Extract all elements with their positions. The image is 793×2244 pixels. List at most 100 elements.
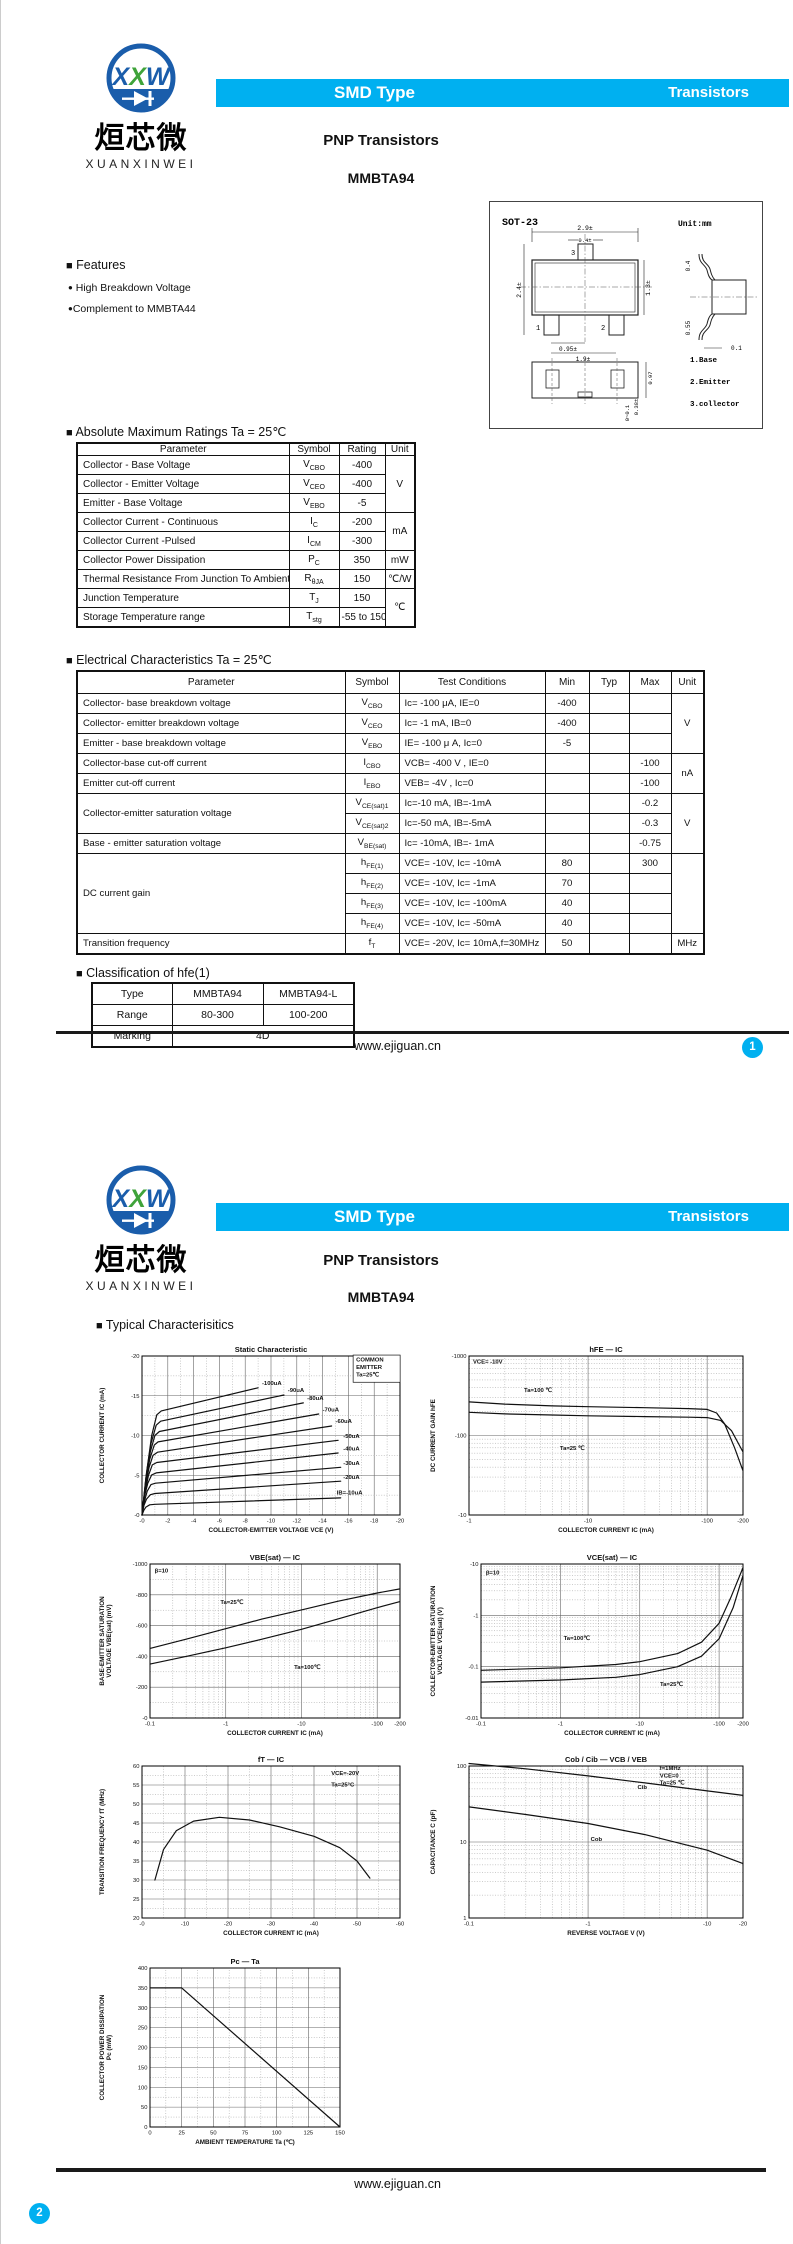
dim-pad-width: 0.38± <box>633 399 640 416</box>
tick-label: -0 <box>142 1716 147 1722</box>
table-cell: -100 <box>628 753 672 774</box>
table-cell: VBE(sat) <box>344 833 400 854</box>
table-cell: ℃ <box>384 588 416 628</box>
logo-icon: XXW <box>106 43 176 113</box>
table-header: Test Conditions <box>398 670 546 694</box>
table-cell: Ic= -10mA, IB=- 1mA <box>398 833 546 854</box>
table-cell: VCE= -20V, Ic= 10mA,f=30MHz <box>398 933 546 955</box>
logo-cn-text: 烜芯微 <box>94 1243 188 1278</box>
dim-lead-top: 0.4 <box>685 260 692 271</box>
footer-rule <box>56 2168 766 2172</box>
series-IB-10uA <box>141 1497 342 1516</box>
chart-vcesat-vs-ic: -0.1 -1 -10 -100 -200 -0.01 -0.1 -1 -10 COLLECTOR… <box>427 1548 759 1748</box>
x-axis-label: COLLECTOR CURRENT IC (mA) <box>223 1930 319 1937</box>
annotation: VCE=0 <box>660 1773 680 1779</box>
page-number-badge: 1 <box>742 1037 763 1058</box>
tick-label: 0 <box>148 2131 151 2137</box>
y-axis-label: COLLECTOR CURRENT IC (mA) <box>99 1388 106 1484</box>
package-name: SOT-23 <box>502 218 538 229</box>
annotation: Ta=25℃ <box>356 1371 379 1378</box>
y-axis-label: BASE-EMITTER SATURATION <box>99 1596 106 1686</box>
tick-label: 10 <box>460 1840 466 1846</box>
tick-label: -0 <box>139 1519 144 1525</box>
table-row: Collector Power Dissipation PC 350 mW <box>76 550 416 570</box>
chart-title: Pc — Ta <box>230 1957 260 1966</box>
annotation: -40uA <box>343 1447 360 1453</box>
table-row: hFE(3) VCE= -10V, Ic= -100mA 40 <box>77 893 704 914</box>
table-cell: Collector-base cut-off current <box>76 753 346 774</box>
series-Ta25C <box>480 1574 744 1683</box>
tick-label: 75 <box>242 2131 248 2137</box>
tick-label: 300 <box>138 2006 148 2012</box>
chart-pc-vs-ta: 0 25 50 75 100 125 150 0 50 100 150 200 250 300 350 400… <box>96 1952 354 2157</box>
x-axis-label: COLLECTOR CURRENT IC (mA) <box>558 1527 654 1534</box>
table-cell: Ic= -100 μA, IE=0 <box>398 693 546 714</box>
tick-label: 50 <box>133 1802 139 1808</box>
pin-3-number: 3 <box>571 250 575 258</box>
series-Ta100C <box>468 1401 744 1472</box>
dim-bottom-height: 0.97 <box>647 371 654 384</box>
annotation: β=10 <box>155 1568 169 1574</box>
table-cell: 150 <box>338 569 386 589</box>
tick-label: -10 <box>267 1519 275 1525</box>
tick-label: -60 <box>396 1922 404 1928</box>
series-IB-100uA <box>141 1387 259 1516</box>
y-axis-label: CAPACITANCE C (pF) <box>430 1810 437 1875</box>
table-cell <box>588 893 630 914</box>
footer-url: www.ejiguan.cn <box>354 2177 441 2191</box>
header-transistors: Transistors <box>668 1208 749 1225</box>
dim-overall-height: 2.4± <box>516 282 523 298</box>
y-axis-label: Pc (mW) <box>106 2035 113 2060</box>
annotation: Cob <box>591 1837 603 1843</box>
table-cell <box>544 793 590 814</box>
pin-name-collector: 3.collector <box>690 401 740 409</box>
table-row: Collector- base breakdown voltage VCBO Ic=… <box>76 693 705 754</box>
tick-label: -200 <box>737 1519 749 1525</box>
tick-label: -200 <box>737 1722 749 1728</box>
table-cell: IE= -100 μ A, Ic=0 <box>398 733 546 754</box>
annotation: -80uA <box>307 1396 324 1402</box>
tick-label: 50 <box>210 2131 216 2137</box>
dim-lead-width: 0.4± <box>578 237 591 244</box>
pin-name-emitter: 2.Emitter <box>690 379 731 387</box>
square-bullet-icon: ■ <box>66 655 73 667</box>
table-cell: -400 <box>338 474 386 494</box>
annotation: Cib <box>637 1785 647 1791</box>
table-cell: Emitter - base breakdown voltage <box>76 733 346 754</box>
annotation: -50uA <box>343 1434 360 1440</box>
table-cell: DC current gain <box>76 853 346 934</box>
table-cell <box>544 833 590 854</box>
logo-en-text: XUANXINWEI <box>85 1279 197 1293</box>
tick-label: -100 <box>455 1434 467 1440</box>
table-cell: 350 <box>338 550 386 570</box>
square-bullet-icon: ■ <box>96 1320 103 1332</box>
tick-label: -12 <box>293 1519 301 1525</box>
tick-label: -0.1 <box>464 1922 474 1928</box>
table-cell <box>588 713 630 734</box>
tick-label: 125 <box>303 2131 313 2137</box>
company-logo: XXW 烜芯微 XUANXINWEI <box>56 40 226 171</box>
table-row: Range 80-300 100-200 <box>91 1004 355 1026</box>
header-transistors: Transistors <box>668 84 749 101</box>
tick-label: -40 <box>310 1922 318 1928</box>
table-cell: Base - emitter saturation voltage <box>76 833 346 854</box>
classification-table: Type MMBTA94 MMBTA94-L Range 80-300 100-200 Ma… <box>91 982 355 1048</box>
table-cell <box>628 733 672 754</box>
table-row: Junction Temperature TJ 150 ℃ <box>76 588 416 628</box>
tick-label: -200 <box>136 1685 148 1691</box>
series-IB-20uA <box>141 1480 342 1516</box>
tick-label: -1 <box>558 1722 563 1728</box>
x-axis-label: COLLECTOR-EMITTER VOLTAGE VCE (V) <box>209 1527 334 1534</box>
annotation: VCE=-20V <box>331 1771 359 1777</box>
annotation: -30uA <box>343 1461 360 1467</box>
footer-url: www.ejiguan.cn <box>354 1039 441 1053</box>
table-cell: ICM <box>288 531 340 551</box>
table-cell: ℃/W <box>384 569 416 589</box>
tick-label: -10 <box>636 1722 644 1728</box>
tick-label: -100 <box>713 1722 725 1728</box>
part-number: MMBTA94 <box>347 1289 415 1305</box>
table-cell: Range <box>91 1004 173 1026</box>
table-cell: 150 <box>338 588 386 608</box>
table-cell <box>588 833 630 854</box>
